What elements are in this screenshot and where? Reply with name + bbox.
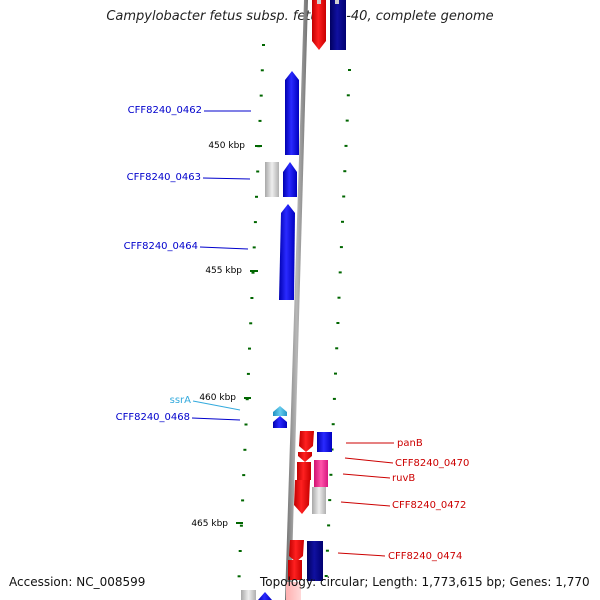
tick-mark (344, 144, 348, 147)
gene-ruvb-block[interactable] (314, 460, 328, 487)
ruler-label-455: 455 kbp (205, 266, 242, 276)
gene-label-cff8240-0470[interactable]: CFF8240_0470 (395, 458, 469, 469)
tick-mark (256, 170, 260, 173)
genome-backbone (285, 0, 308, 600)
tick-mark (239, 524, 243, 527)
tick-mark (258, 119, 262, 122)
tick-mark (259, 94, 263, 97)
tick-mark (246, 372, 250, 375)
tick-mark (260, 69, 264, 72)
right-gene-labels: panB CFF8240_0470 ruvB CFF8240_0472 CFF8… (337, 438, 469, 562)
gene-red-lower[interactable] (288, 560, 302, 580)
inner-tick-marks (237, 44, 265, 578)
tick-mark (324, 575, 328, 577)
tick-mark (329, 473, 333, 476)
gene-label-ssra[interactable]: ssrA (170, 395, 192, 406)
gene-label-cff8240-0472[interactable]: CFF8240_0472 (392, 500, 466, 511)
tick-mark (342, 195, 346, 198)
gene-cff8240-0464-arrow[interactable] (279, 204, 295, 300)
tick-mark (345, 119, 349, 122)
left-gene-labels: CFF8240_0462 CFF8240_0463 CFF8240_0464 s… (116, 105, 251, 423)
ruler-label-450: 450 kbp (208, 141, 245, 151)
gene-ssra-trna[interactable] (273, 406, 287, 416)
ruler-label-460: 460 kbp (199, 393, 236, 403)
gene-navy-lower[interactable] (307, 541, 323, 581)
map-title: Campylobacter fetus subsp. fetus 82-40, … (106, 9, 494, 24)
tick-mark (242, 474, 246, 477)
tick-mark (253, 221, 257, 224)
gene-cff8240-0470-arrow[interactable] (298, 452, 312, 462)
tick-mark (334, 372, 337, 375)
reverse-strand-genes (286, 0, 346, 600)
gene-label-cff8240-0468[interactable]: CFF8240_0468 (116, 412, 190, 423)
tick-mark (250, 297, 254, 299)
gene-blue-small[interactable] (317, 432, 332, 452)
gene-bottom-blue[interactable] (258, 592, 272, 600)
tick-mark (338, 271, 342, 274)
tick-mark (325, 549, 329, 552)
tick-mark (327, 524, 331, 527)
gene-cff8240-0462-arrow[interactable] (285, 71, 299, 155)
tick-mark (237, 575, 241, 578)
forward-strand-genes (241, 71, 299, 600)
gene-label-cff8240-0463[interactable]: CFF8240_0463 (127, 172, 201, 183)
tick-mark (251, 271, 255, 274)
tick-mark (262, 44, 265, 46)
gene-top-navy[interactable] (330, 0, 346, 50)
tick-mark (255, 195, 258, 198)
tick-mark (336, 322, 340, 324)
tick-mark (249, 322, 253, 325)
topology-summary-text: Topology: circular; Length: 1,773,615 bp… (260, 575, 590, 589)
tick-mark (328, 499, 332, 502)
ruler: 450 kbp 455 kbp 460 kbp 465 kbp (191, 141, 262, 529)
tick-mark (244, 423, 248, 426)
gene-top-red[interactable] (312, 0, 326, 50)
tick-mark (252, 246, 256, 249)
gene-cff8240-0474-arrow[interactable] (289, 540, 304, 562)
gene-label-cff8240-0464[interactable]: CFF8240_0464 (124, 241, 198, 252)
tick-mark (238, 550, 242, 552)
tick-mark (245, 398, 249, 401)
gene-cff8240-0472-block[interactable] (312, 487, 326, 514)
tick-mark (348, 69, 351, 71)
tick-mark (337, 296, 341, 299)
gene-label-panb[interactable]: panB (397, 438, 423, 449)
tick-mark (346, 94, 350, 97)
gene-pseudo-block[interactable] (265, 162, 279, 197)
tick-mark (243, 448, 247, 451)
gene-label-ruvb[interactable]: ruvB (392, 473, 415, 484)
gene-red-block-mid[interactable] (297, 462, 311, 480)
tick-mark (335, 347, 339, 350)
tick-mark (343, 170, 347, 173)
tick-mark (248, 347, 251, 350)
tick-mark (339, 246, 343, 249)
gene-cff8240-0468-arrow[interactable] (273, 416, 287, 428)
outer-tick-marks (324, 69, 351, 577)
tick-mark (332, 397, 336, 400)
gene-pale-bottom[interactable] (286, 582, 301, 600)
gene-label-cff8240-0462[interactable]: CFF8240_0462 (128, 105, 202, 116)
tick-mark (241, 499, 245, 502)
gene-red-block-low[interactable] (294, 480, 310, 514)
gene-top-gray-a[interactable] (317, 0, 321, 4)
gene-top-gray-b[interactable] (335, 0, 339, 4)
gene-panb-arrow[interactable] (299, 431, 314, 452)
gene-bottom-gray[interactable] (241, 590, 256, 600)
accession-text: Accession: NC_008599 (9, 575, 146, 589)
tick-mark (331, 423, 335, 426)
gene-cff8240-0463-arrow[interactable] (283, 162, 297, 197)
ruler-label-465: 465 kbp (191, 519, 228, 529)
gene-label-cff8240-0474[interactable]: CFF8240_0474 (388, 551, 462, 562)
tick-mark (341, 220, 344, 223)
